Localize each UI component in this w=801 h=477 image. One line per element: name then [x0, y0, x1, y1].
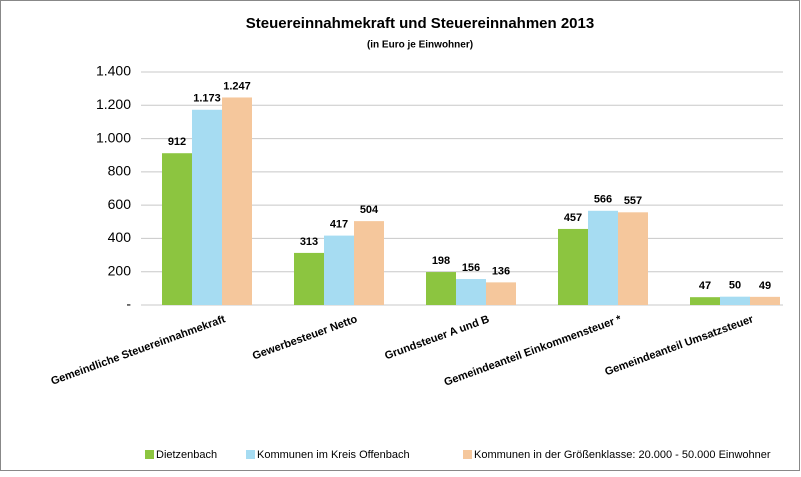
bar [486, 282, 516, 305]
y-tick-label: 800 [108, 163, 132, 179]
bar [222, 97, 252, 306]
data-label: 1.173 [193, 93, 221, 105]
bar [192, 109, 222, 305]
data-label: 912 [168, 136, 186, 148]
bar [354, 221, 384, 305]
y-tick-label: - [126, 296, 131, 312]
legend-swatch [246, 450, 255, 459]
bar [294, 252, 324, 305]
data-label: 50 [729, 280, 741, 292]
y-tick-label: 200 [108, 262, 132, 278]
data-label: 557 [624, 195, 642, 207]
bar [690, 297, 720, 305]
chart-subtitle: (in Euro je Einwohner) [367, 40, 473, 51]
data-label: 198 [432, 255, 450, 267]
bar [618, 212, 648, 305]
data-label: 504 [360, 204, 379, 216]
bar [750, 296, 780, 305]
y-tick-label: 1.200 [96, 96, 131, 112]
data-label: 136 [492, 265, 510, 277]
legend-swatch [463, 450, 472, 459]
bar [162, 153, 192, 305]
legend-label: Dietzenbach [156, 449, 217, 461]
bar [588, 210, 618, 305]
data-label: 47 [699, 280, 711, 292]
data-label: 49 [759, 280, 771, 292]
bar [558, 228, 588, 305]
legend-label: Kommunen im Kreis Offenbach [257, 449, 410, 461]
y-tick-label: 600 [108, 196, 132, 212]
data-label: 457 [564, 212, 582, 224]
legend-swatch [145, 450, 154, 459]
data-label: 417 [330, 219, 348, 231]
bar [456, 279, 486, 305]
bar [324, 235, 354, 305]
chart-title: Steuereinnahmekraft und Steuereinnahmen … [246, 15, 594, 32]
y-tick-label: 1.400 [96, 63, 131, 79]
bar [426, 272, 456, 305]
legend-label: Kommunen in der Größenklasse: 20.000 - 5… [474, 449, 771, 461]
data-label: 156 [462, 262, 480, 274]
data-label: 566 [594, 194, 612, 206]
y-tick-label: 400 [108, 229, 132, 245]
y-tick-label: 1.000 [96, 129, 131, 145]
bar [720, 296, 750, 305]
data-label: 313 [300, 236, 318, 248]
data-label: 1.247 [223, 80, 251, 92]
